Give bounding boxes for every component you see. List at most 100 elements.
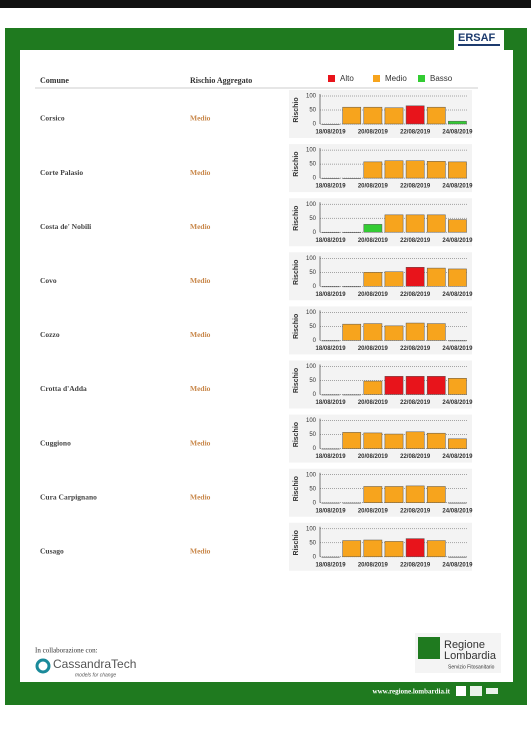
- y-axis-label: Rischio: [293, 260, 300, 285]
- legend-label: Medio: [385, 74, 407, 83]
- x-tick-label: 22/08/2019: [400, 508, 431, 514]
- bar: [448, 556, 467, 558]
- y-axis-label: Rischio: [293, 314, 300, 339]
- x-tick-label: 24/08/2019: [442, 292, 473, 298]
- y-tick-label: 100: [306, 472, 317, 478]
- y-tick-label: 50: [309, 486, 316, 492]
- bar: [426, 267, 446, 287]
- x-tick-label: 20/08/2019: [358, 130, 389, 136]
- bar: [426, 486, 446, 503]
- x-tick-label: 24/08/2019: [442, 238, 473, 244]
- bar: [384, 160, 404, 179]
- x-tick-label: 18/08/2019: [316, 454, 347, 460]
- x-tick-label: 18/08/2019: [316, 130, 347, 136]
- bar: [321, 502, 340, 504]
- bar: [384, 214, 404, 233]
- x-tick-label: 22/08/2019: [400, 562, 431, 568]
- rischio-level: Medio: [190, 330, 211, 339]
- partner-tagline: models for change: [75, 672, 116, 678]
- legend-label: Basso: [430, 74, 453, 83]
- column-header: Comune: [40, 76, 69, 85]
- bar: [426, 214, 446, 233]
- bar: [384, 107, 404, 125]
- region-name: Regione: [444, 639, 485, 651]
- bar: [342, 394, 361, 396]
- row: Crotta d'Adda Medio Rischio 0 50 100 18/08/201…: [40, 360, 473, 409]
- row: Corsico Medio Rischio 0 50 100 18/08/2019 20/08…: [40, 90, 473, 138]
- bar: [363, 224, 383, 233]
- row: Covo Medio Rischio 0 50 100 18/08/2019 20/08/20…: [40, 252, 473, 301]
- bar: [321, 448, 340, 450]
- bar: [363, 380, 383, 395]
- bar: [342, 232, 361, 233]
- bar: [448, 502, 467, 504]
- bar: [405, 214, 425, 233]
- service-name: Servizio Fitosanitario: [448, 664, 495, 670]
- y-tick-label: 50: [309, 216, 316, 222]
- x-tick-label: 22/08/2019: [400, 400, 431, 406]
- rischio-level: Medio: [190, 276, 211, 285]
- y-tick-label: 100: [306, 310, 317, 316]
- y-tick-label: 100: [306, 526, 317, 532]
- bar: [405, 376, 425, 395]
- x-tick-label: 22/08/2019: [400, 346, 431, 352]
- bar: [448, 268, 467, 287]
- bar: [342, 178, 361, 179]
- comune-name: Costa de' Nobili: [40, 222, 91, 231]
- row: Costa de' Nobili Medio Rischio 0 50 100 18/08/…: [40, 198, 473, 247]
- y-tick-label: 50: [309, 108, 316, 114]
- y-tick-label: 100: [306, 364, 317, 370]
- y-tick-label: 50: [309, 162, 316, 168]
- bar: [448, 120, 467, 125]
- bar: [321, 394, 340, 396]
- y-tick-label: 100: [306, 148, 317, 154]
- row: Cuggiono Medio Rischio 0 50 100 18/08/2019 20/0…: [40, 414, 473, 463]
- x-tick-label: 18/08/2019: [316, 238, 347, 244]
- comune-name: Cusago: [40, 547, 64, 556]
- partner-icon: [35, 658, 51, 674]
- region-name: Lombardia: [444, 650, 497, 662]
- bar: [363, 432, 383, 449]
- bar: [321, 178, 340, 179]
- legend-label: Alto: [340, 74, 354, 83]
- social-icon: [470, 686, 482, 696]
- column-header: Rischio Aggregato: [190, 76, 252, 85]
- bar: [448, 340, 467, 342]
- x-tick-label: 18/08/2019: [316, 346, 347, 352]
- x-tick-label: 24/08/2019: [442, 346, 473, 352]
- social-icon: [456, 686, 466, 696]
- y-tick-label: 100: [306, 256, 317, 262]
- comune-name: Corte Palasio: [40, 168, 83, 177]
- x-tick-label: 22/08/2019: [400, 292, 431, 298]
- x-tick-label: 24/08/2019: [442, 454, 473, 460]
- y-tick-label: 100: [306, 94, 317, 100]
- top-strip: [0, 0, 531, 8]
- y-tick-label: 100: [306, 202, 317, 208]
- comune-name: Cozzo: [40, 330, 60, 339]
- bar: [405, 160, 425, 179]
- y-tick-label: 0: [313, 338, 317, 344]
- y-axis-label: Rischio: [293, 422, 300, 447]
- y-tick-label: 50: [309, 270, 316, 276]
- x-tick-label: 24/08/2019: [442, 130, 473, 136]
- rows: Corsico Medio Rischio 0 50 100 18/08/2019 20/08…: [40, 90, 473, 571]
- y-tick-label: 50: [309, 378, 316, 384]
- bar: [342, 286, 361, 288]
- x-tick-label: 18/08/2019: [316, 184, 347, 190]
- bar: [321, 124, 340, 125]
- y-tick-label: 50: [309, 432, 316, 438]
- bar: [342, 323, 362, 341]
- bar: [342, 106, 362, 125]
- comune-name: Corsico: [40, 114, 65, 123]
- y-tick-label: 0: [313, 284, 317, 290]
- bar: [342, 432, 362, 449]
- bar: [384, 541, 404, 558]
- bar: [448, 219, 467, 233]
- bar: [384, 376, 404, 395]
- y-tick-label: 0: [313, 230, 317, 236]
- y-tick-label: 0: [313, 446, 317, 452]
- bar: [363, 486, 383, 503]
- x-tick-label: 20/08/2019: [358, 238, 389, 244]
- x-tick-label: 20/08/2019: [358, 346, 389, 352]
- row: Cusago Medio Rischio 0 50 100 18/08/2019 20/08/…: [40, 522, 473, 571]
